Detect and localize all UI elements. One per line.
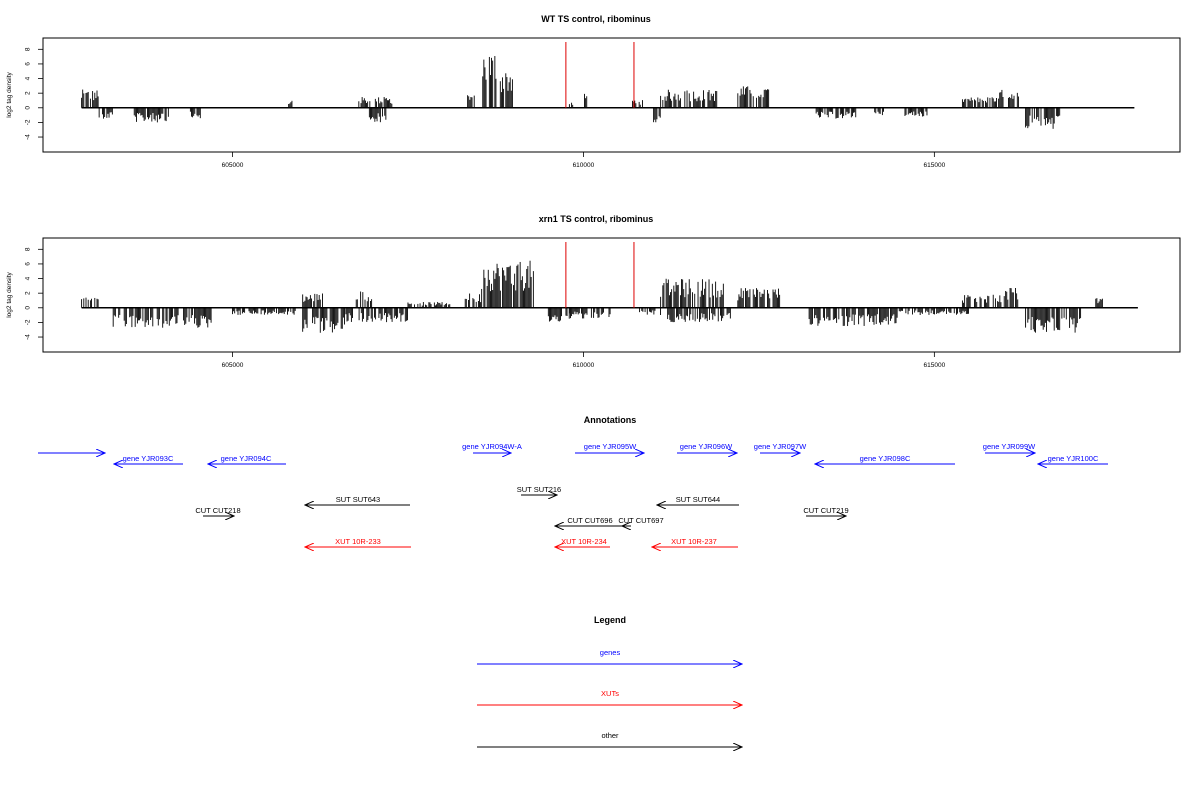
y-tick-label: 4 [25, 76, 32, 80]
x-tick-label: 605000 [222, 362, 244, 369]
y-tick-label: -2 [25, 319, 32, 325]
y-tick-label: -4 [25, 334, 32, 340]
chart-title: xrn1 TS control, ribominus [539, 214, 654, 224]
y-tick-label: 0 [25, 106, 32, 110]
feature-label: SUT SUT643 [336, 495, 380, 504]
feature-label: SUT SUT216 [517, 485, 561, 494]
annotations-title: Annotations [584, 415, 637, 425]
wt-track-panel: WT TS control, ribominus log2 tag densit… [6, 14, 1181, 169]
legend-title: Legend [594, 615, 626, 625]
feature-label: SUT SUT644 [676, 495, 720, 504]
feature-label: XUT 10R-237 [671, 537, 717, 546]
x-tick-label: 610000 [573, 362, 595, 369]
y-tick-label: 4 [25, 276, 32, 280]
x-tick-label: 615000 [924, 162, 946, 169]
x-tick-label: 610000 [573, 162, 595, 169]
feature-label: gene YJR099W [983, 442, 1036, 451]
feature-label: CUT CUT696 [567, 516, 612, 525]
x-tick-label: 615000 [924, 362, 946, 369]
y-tick-label: 2 [25, 291, 32, 295]
y-tick-label: 8 [25, 47, 32, 51]
feature-label: XUT 10R-233 [335, 537, 381, 546]
y-tick-label: 0 [25, 306, 32, 310]
plot-frame [42, 37, 1181, 153]
y-tick-label: 2 [25, 91, 32, 95]
y-axis-label: log2 tag density [6, 271, 13, 317]
feature-label: gene YJR094C [221, 454, 272, 463]
feature-label: gene YJR094W-A [462, 442, 522, 451]
legend-label: XUTs [601, 689, 619, 698]
feature-label: CUT CUT218 [195, 506, 240, 515]
legend-label: genes [600, 648, 621, 657]
x-tick-label: 605000 [222, 162, 244, 169]
feature-label: gene YJR096W [680, 442, 733, 451]
annotations-panel: Annotations gene YJR093C gene YJR094C gene… [38, 415, 1108, 547]
feature-label: gene YJR097W [754, 442, 807, 451]
feature-label: gene YJR095W [584, 442, 637, 451]
y-tick-label: 6 [25, 262, 32, 266]
feature-label: gene YJR100C [1048, 454, 1099, 463]
feature-label: XUT 10R-234 [561, 537, 607, 546]
feature-label: gene YJR093C [123, 454, 174, 463]
y-tick-label: -2 [25, 119, 32, 125]
y-tick-label: 8 [25, 247, 32, 251]
legend: Legend genes XUTs other [477, 615, 742, 747]
y-tick-label: 6 [25, 62, 32, 66]
y-axis-label: log2 tag density [6, 71, 13, 117]
plot-frame [42, 237, 1181, 353]
feature-label: gene YJR098C [860, 454, 911, 463]
legend-label: other [601, 731, 619, 740]
chart-title: WT TS control, ribominus [541, 14, 651, 24]
feature-label: CUT CUT219 [803, 506, 848, 515]
xrn1-track-panel: xrn1 TS control, ribominus log2 tag dens… [6, 214, 1181, 369]
y-tick-label: -4 [25, 134, 32, 140]
feature-label: CUT CUT697 [618, 516, 663, 525]
